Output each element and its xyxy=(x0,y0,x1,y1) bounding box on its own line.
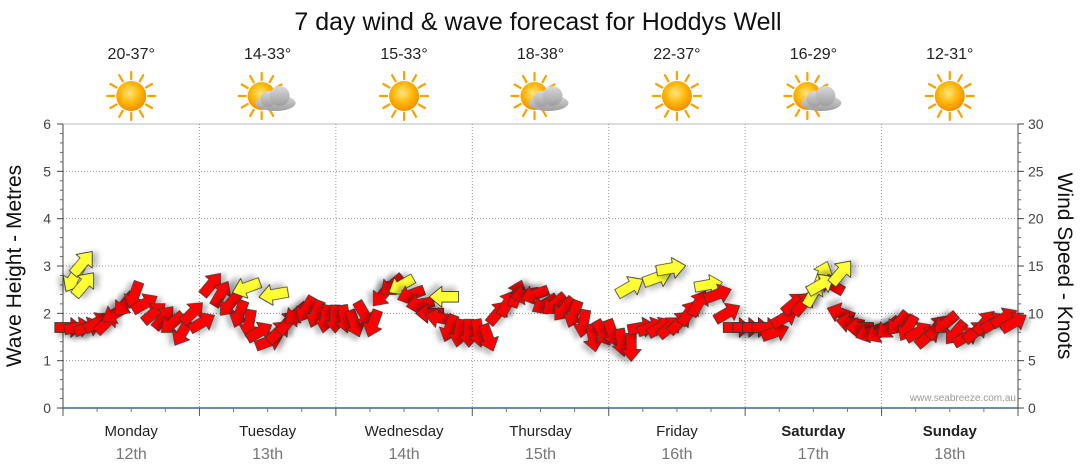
wind-arrows xyxy=(54,261,1027,362)
wind-arrow xyxy=(521,284,551,306)
day-label: Thursday xyxy=(509,423,572,440)
chart-grid xyxy=(62,123,1019,409)
temp-range: 16-29° xyxy=(790,46,837,63)
sun-icon xyxy=(378,70,430,122)
swell-arrows xyxy=(62,251,852,308)
wind-arrow xyxy=(150,306,174,332)
wind-arrow xyxy=(187,312,215,335)
swell-arrow xyxy=(70,272,95,300)
sun-icon xyxy=(106,70,157,122)
left-tick-label: 0 xyxy=(43,400,51,416)
right-tick-label: 20 xyxy=(1028,211,1044,227)
chart-axes: 0 1 2 3 4 5 6 0 5 10 15 20 25 30 xyxy=(43,116,1044,416)
date-label: 16th xyxy=(661,446,692,463)
swell-arrow xyxy=(258,284,290,306)
date-label: 15th xyxy=(525,446,556,463)
day-label: Tuesday xyxy=(239,423,296,440)
wind-arrow xyxy=(209,281,232,309)
swell-arrow xyxy=(428,285,460,308)
temp-range: 18-38° xyxy=(517,46,564,63)
left-tick-label: 6 xyxy=(43,116,51,132)
date-label: 18th xyxy=(934,446,965,463)
swell-arrow xyxy=(614,276,644,300)
swell-arrow xyxy=(231,277,263,299)
right-tick-label: 0 xyxy=(1028,400,1036,416)
wind-arrow xyxy=(712,302,741,325)
credit-text: www.seabreeze.com.au xyxy=(909,393,1016,404)
wind-arrow xyxy=(693,274,723,295)
right-tick-label: 5 xyxy=(1028,353,1036,369)
temp-range: 14-33° xyxy=(244,46,291,63)
wind-arrow xyxy=(563,298,584,328)
right-tick-label: 30 xyxy=(1028,116,1044,132)
wind-arrow xyxy=(344,308,366,338)
right-axis-label: Wind Speed - Knots xyxy=(1053,173,1076,360)
wind-arrow xyxy=(362,308,383,338)
swell-arrow xyxy=(655,257,687,279)
temp-range: 20-37° xyxy=(108,46,155,63)
right-tick-label: 25 xyxy=(1028,163,1044,179)
day-label: Wednesday xyxy=(365,423,444,440)
cloud-icon xyxy=(255,86,296,111)
right-tick-label: 10 xyxy=(1028,305,1044,321)
sun-icon xyxy=(924,70,975,122)
date-label: 12th xyxy=(116,446,147,463)
day-labels: Monday 12th Tuesday 13th Wednesday 14th Thursd… xyxy=(105,423,978,463)
wind-arrow xyxy=(178,302,203,327)
daily-weather-header: 20-37° 14-33° 15-33° 18-38° 22-37° 16-29° 12-3… xyxy=(106,46,975,122)
day-label: Monday xyxy=(105,423,159,440)
wind-arrow xyxy=(620,333,642,362)
wind-arrow xyxy=(228,298,250,328)
sun-icon xyxy=(651,70,703,122)
day-label: Sunday xyxy=(923,423,978,440)
date-label: 14th xyxy=(389,446,420,463)
wind-arrow xyxy=(702,283,732,304)
right-tick-label: 15 xyxy=(1028,258,1044,274)
left-tick-label: 4 xyxy=(43,211,51,227)
left-tick-label: 3 xyxy=(43,258,51,274)
left-tick-label: 5 xyxy=(43,163,51,179)
day-label: Saturday xyxy=(781,423,846,440)
temp-range: 12-31° xyxy=(926,46,973,63)
temp-range: 15-33° xyxy=(380,46,427,63)
wind-arrow xyxy=(478,322,499,352)
cloud-icon xyxy=(528,86,569,111)
wind-arrow xyxy=(999,312,1027,335)
temp-range: 22-37° xyxy=(653,46,700,63)
wind-arrow xyxy=(160,310,187,333)
date-label: 13th xyxy=(252,446,283,463)
cloud-icon xyxy=(801,86,842,111)
chart-title: 7 day wind & wave forecast for Hoddys We… xyxy=(294,8,781,36)
date-label: 17th xyxy=(798,446,829,463)
left-tick-label: 2 xyxy=(43,305,51,321)
swell-arrow xyxy=(805,273,835,297)
swell-arrow xyxy=(827,260,852,288)
left-axis-label: Wave Height - Metres xyxy=(3,165,26,367)
wind-arrow xyxy=(198,273,222,299)
day-label: Friday xyxy=(656,423,698,440)
left-tick-label: 1 xyxy=(43,353,51,369)
